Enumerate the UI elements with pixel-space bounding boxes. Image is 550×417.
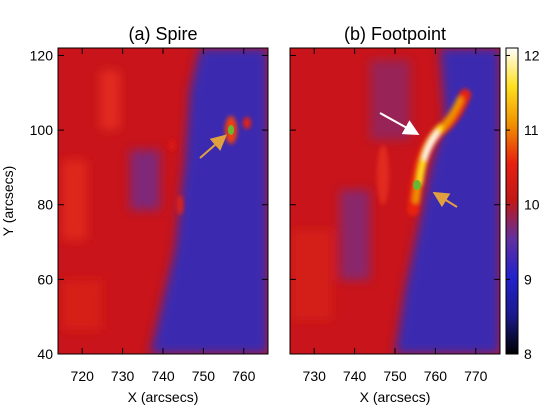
panel-a-x-tick-label: 750 bbox=[192, 368, 216, 384]
panel-a-x-tick-label: 760 bbox=[232, 368, 256, 384]
colorbar-tick-label: 11 bbox=[524, 122, 539, 138]
panel-a-y-tick-label: 60 bbox=[37, 271, 53, 287]
colorbar-tick-label: 8 bbox=[524, 346, 532, 362]
colorbar-tick-label: 9 bbox=[524, 271, 532, 287]
panel-a-x-ticks: 720 730 740 750 760 bbox=[71, 48, 256, 384]
panel-a-y-tick-label: 40 bbox=[37, 346, 53, 362]
panel-b-x-tick-label: 740 bbox=[343, 368, 367, 384]
panel-a-y-ticks: 40 60 80 100 120 bbox=[30, 47, 268, 362]
colorbar-ticks: 8 9 10 11 12 bbox=[506, 47, 540, 362]
panel-a-y-tick-label: 80 bbox=[37, 197, 53, 213]
panel-a-title: (a) Spire bbox=[128, 24, 197, 44]
panel-a-x-tick-label: 740 bbox=[151, 368, 175, 384]
panel-b-x-label: X (arcsecs) bbox=[360, 389, 431, 405]
panel-b-x-tick-label: 760 bbox=[424, 368, 448, 384]
panel-b-x-tick-label: 730 bbox=[303, 368, 327, 384]
panel-a-x-label: X (arcsecs) bbox=[128, 389, 199, 405]
panel-b-y-ticks bbox=[290, 54, 500, 355]
colorbar bbox=[505, 47, 519, 355]
panel-a-y-tick-label: 120 bbox=[30, 47, 54, 63]
panel-b-title: (b) Footpoint bbox=[344, 24, 446, 44]
colorbar-tick-label: 12 bbox=[524, 47, 540, 63]
colorbar-tick-label: 10 bbox=[524, 197, 540, 213]
panel-b-arrow-orange bbox=[432, 191, 458, 208]
panel-a-y-label: Y (arcsecs) bbox=[0, 166, 16, 237]
panel-b-arrow-white bbox=[379, 112, 420, 135]
panel-b-x-ticks: 730 740 750 760 770 bbox=[303, 48, 488, 384]
panel-a-arrow-orange bbox=[199, 134, 228, 159]
footpoint-kernel bbox=[413, 180, 421, 190]
panel-a-x-tick-label: 730 bbox=[111, 368, 135, 384]
panel-b-x-tick-label: 770 bbox=[464, 368, 488, 384]
panel-a-x-tick-label: 720 bbox=[71, 368, 95, 384]
spire-kernel bbox=[228, 125, 234, 135]
panel-b-x-tick-label: 750 bbox=[383, 368, 407, 384]
panel-b-image bbox=[290, 48, 500, 354]
panel-a-y-tick-label: 100 bbox=[30, 122, 54, 138]
panel-a-image bbox=[58, 48, 268, 354]
